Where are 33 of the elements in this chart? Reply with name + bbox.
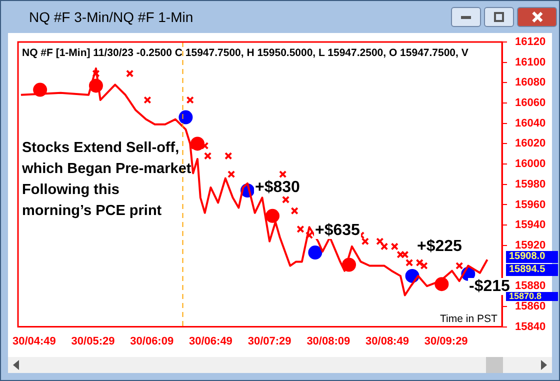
- x-tick-label: 30/06:09: [130, 335, 174, 348]
- y-tick-label: 16080: [515, 76, 546, 89]
- x-tick-label: 30/08:49: [366, 335, 409, 348]
- y-tick-label: 16120: [515, 36, 546, 48]
- annotation: +$830: [254, 179, 301, 196]
- chart-title: NQ #F 3-Min/NQ #F 1-Min: [29, 9, 194, 25]
- y-tick-label: 15840: [515, 320, 546, 333]
- annotation: +$635: [314, 222, 361, 239]
- y-tick-label: 15920: [515, 239, 546, 252]
- annotation: Time in PST: [440, 313, 498, 325]
- annotation: Stocks Extend Sell-off, which Began Pre-market Following this morning’s PCE print: [22, 139, 192, 221]
- x-tick-label: 30/06:49: [189, 335, 232, 348]
- y-tick-label: 15980: [515, 178, 546, 190]
- y-tick-label: 16000: [515, 158, 546, 170]
- x-tick-label: 30/05:29: [71, 335, 115, 348]
- y-tick-label: 16020: [515, 138, 546, 150]
- annotation: +$225: [416, 238, 463, 255]
- annotation: -$215: [468, 278, 511, 295]
- y-tick-label: 16040: [515, 117, 546, 130]
- y-tick-label: 16100: [515, 56, 546, 68]
- text: 15908.0: [506, 251, 558, 263]
- y-tick-label: 16060: [515, 97, 546, 110]
- text: 15870.8: [506, 290, 558, 300]
- y-tick-label: 15940: [515, 219, 546, 232]
- x-tick-label: 30/07:29: [248, 335, 292, 348]
- y-tick-label: 15960: [515, 198, 546, 211]
- y-tick-label: 15880: [515, 280, 546, 292]
- text: 15894.5: [506, 264, 558, 276]
- x-tick-label: 30/04:49: [12, 335, 56, 348]
- text: NQ #F [1-Min] 11/30/23 -0.2500 C 15947.7500, H 15950.5000, L 15947.2500, O 15947.7500, V: [22, 47, 468, 59]
- x-tick-label: 30/08:09: [306, 335, 350, 348]
- y-tick-label: 15860: [515, 300, 546, 312]
- x-tick-label: 30/09:29: [424, 335, 468, 348]
